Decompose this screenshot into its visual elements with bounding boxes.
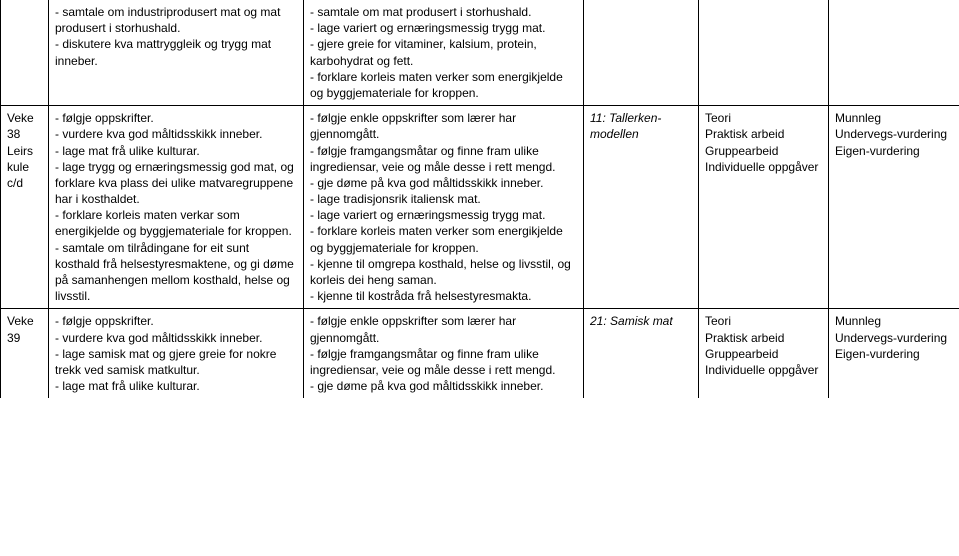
cell-criteria: - samtale om mat produsert i storhushald… xyxy=(304,0,584,106)
cell-week: Veke 39 xyxy=(1,309,49,398)
cell-criteria: - følgje enkle oppskrifter som lærer har… xyxy=(304,106,584,309)
cell-assessment: MunnlegUndervegs-vurderingEigen-vurderin… xyxy=(829,309,959,398)
cell-topic: 21: Samisk mat xyxy=(584,309,699,398)
cell-topic xyxy=(584,0,699,106)
table-row: Veke 39 - følgje oppskrifter.- vurdere k… xyxy=(1,309,959,398)
cell-goals: - samtale om industriprodusert mat og ma… xyxy=(49,0,304,106)
cell-assessment xyxy=(829,0,959,106)
curriculum-table: - samtale om industriprodusert mat og ma… xyxy=(0,0,959,398)
cell-week xyxy=(1,0,49,106)
cell-topic: 11: Tallerken-modellen xyxy=(584,106,699,309)
cell-method: TeoriPraktisk arbeidGruppearbeidIndividu… xyxy=(699,309,829,398)
cell-goals: - følgje oppskrifter.- vurdere kva god m… xyxy=(49,309,304,398)
cell-method xyxy=(699,0,829,106)
table-row: - samtale om industriprodusert mat og ma… xyxy=(1,0,959,106)
cell-goals: - følgje oppskrifter.- vurdere kva god m… xyxy=(49,106,304,309)
cell-week: Veke 38Leirs kule c/d xyxy=(1,106,49,309)
table-row: Veke 38Leirs kule c/d - følgje oppskrift… xyxy=(1,106,959,309)
cell-criteria: - følgje enkle oppskrifter som lærer har… xyxy=(304,309,584,398)
cell-assessment: MunnlegUndervegs-vurderingEigen-vurderin… xyxy=(829,106,959,309)
cell-method: TeoriPraktisk arbeidGruppearbeidIndividu… xyxy=(699,106,829,309)
